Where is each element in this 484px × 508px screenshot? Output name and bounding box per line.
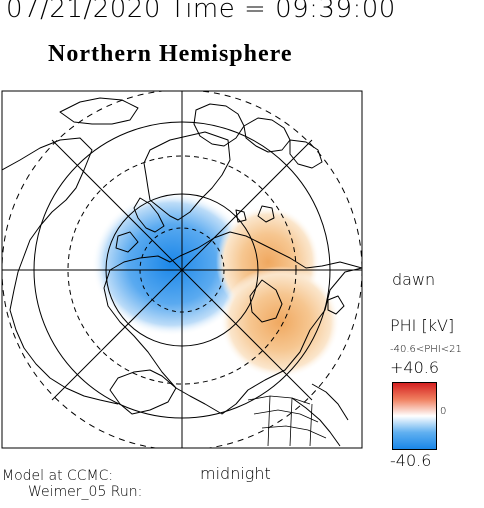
timestamp: 07/21/2020 Time = 09:39:00 bbox=[6, 0, 396, 24]
coastlines bbox=[2, 97, 362, 447]
coastline-island bbox=[327, 295, 345, 315]
hemisphere-title: Northern Hemisphere bbox=[48, 41, 293, 67]
coastline-arctic-islands bbox=[115, 231, 139, 253]
coastline-islands bbox=[235, 209, 247, 223]
coastline-hudson-bay bbox=[249, 279, 283, 323]
coastline-europe bbox=[193, 103, 245, 147]
model-label: Model at CCMC: bbox=[2, 468, 114, 484]
map-frame bbox=[1, 90, 363, 449]
coastline-north-america bbox=[103, 231, 362, 415]
coastline-arctic-islands bbox=[133, 197, 165, 233]
colorbar bbox=[392, 382, 437, 450]
colorbar-min-label: -40.6 bbox=[390, 451, 432, 470]
meridian-line bbox=[51, 139, 313, 401]
colorbar-range: -40.6<PHI<21 bbox=[390, 344, 462, 355]
state-borders bbox=[247, 395, 327, 447]
coastline-eurasia bbox=[2, 137, 119, 405]
coastline-alaska bbox=[109, 369, 177, 415]
colorbar-max-label: +40.6 bbox=[390, 358, 440, 377]
coastline-central-america bbox=[291, 383, 349, 447]
coastline-islands bbox=[257, 205, 275, 223]
coastline-europe bbox=[243, 117, 291, 153]
positive-cell-south bbox=[220, 266, 340, 378]
dawn-label: dawn bbox=[392, 270, 436, 289]
midnight-label: midnight bbox=[200, 464, 271, 483]
coastline-europe bbox=[289, 139, 323, 169]
coastline-eurasia bbox=[59, 97, 139, 125]
colorbar-zero-label: 0 bbox=[440, 406, 447, 417]
run-label: Weimer_05 Run: bbox=[28, 484, 143, 500]
coastline-greenland bbox=[143, 131, 231, 221]
colorbar-title: PHI [kV] bbox=[390, 316, 455, 335]
